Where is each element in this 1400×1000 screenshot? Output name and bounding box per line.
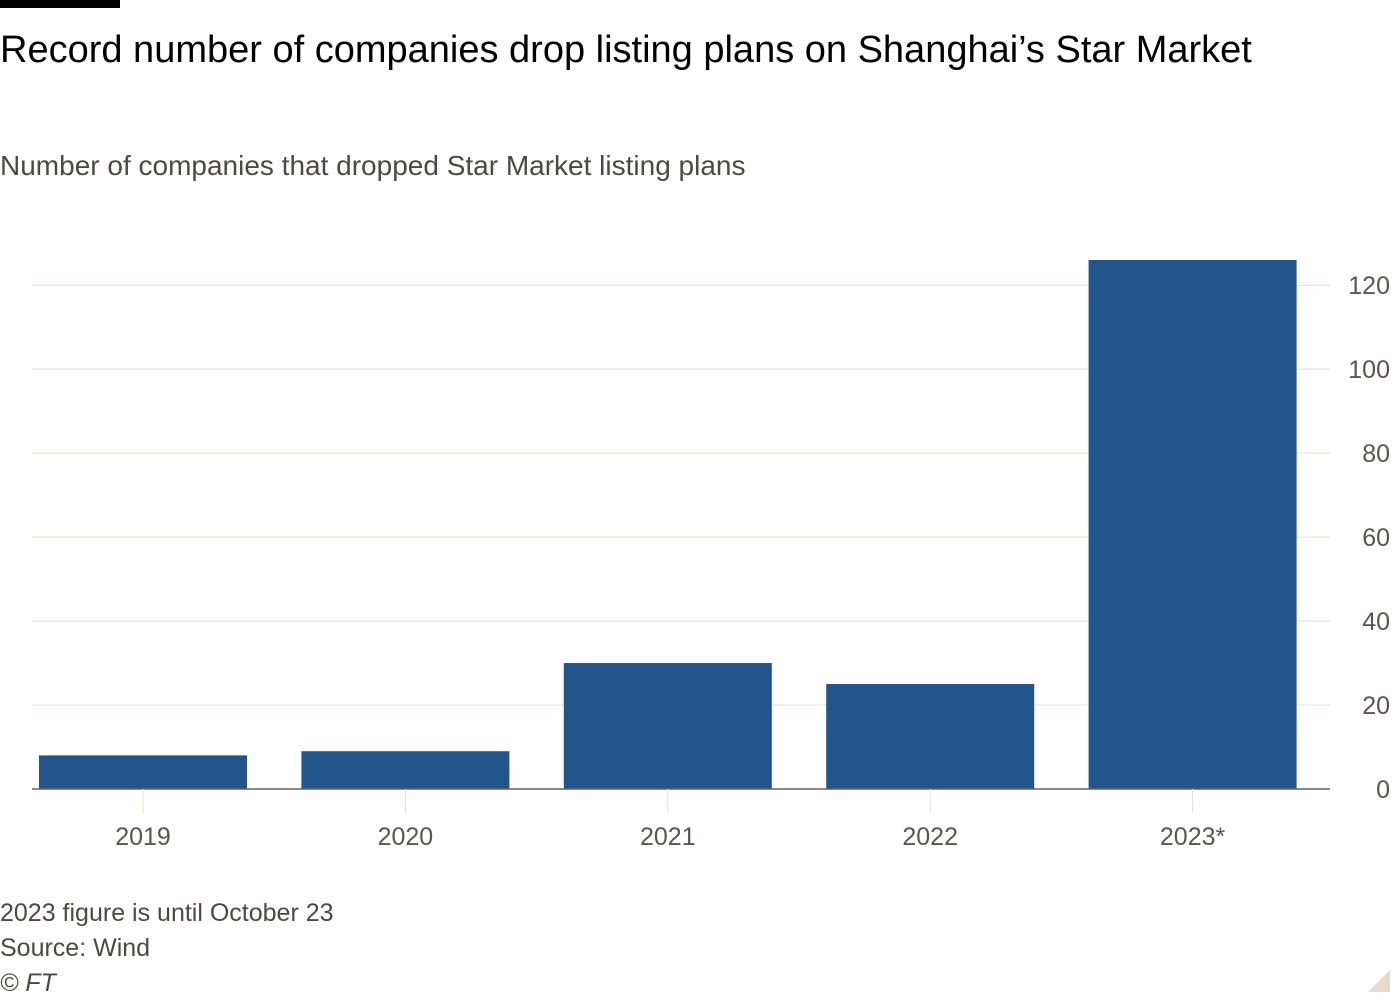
x-tick-label-2023: 2023* xyxy=(1160,823,1226,851)
x-tick-label-2019: 2019 xyxy=(115,823,171,851)
footnote: 2023 figure is until October 23 xyxy=(0,899,334,927)
source-note: Source: Wind xyxy=(0,934,151,962)
y-tick-label-0: 0 xyxy=(1376,776,1390,804)
y-tick-label-20: 20 xyxy=(1362,692,1390,720)
bars xyxy=(39,260,1297,789)
bar-2023 xyxy=(1088,260,1297,789)
copyright: © FT xyxy=(0,969,56,997)
x-tick-label-2022: 2022 xyxy=(902,823,958,851)
bar-2019 xyxy=(39,755,247,789)
chart-subtitle: Number of companies that dropped Star Ma… xyxy=(0,150,746,181)
bar-2022 xyxy=(826,684,1035,789)
y-tick-label-60: 60 xyxy=(1362,524,1390,552)
x-tick-label-2021: 2021 xyxy=(640,823,696,851)
x-tick-label-2020: 2020 xyxy=(378,823,434,851)
y-tick-label-100: 100 xyxy=(1348,356,1390,384)
x-axis-labels: 2019 2020 2021 2022 2023* xyxy=(115,823,1225,851)
y-axis-labels: 0 20 40 60 80 100 120 xyxy=(1348,272,1390,804)
corner-fold-icon xyxy=(1368,970,1390,992)
top-rule xyxy=(0,0,120,8)
bar-chart: 2019 2020 2021 2022 2023* 0 20 40 60 80 100 120 xyxy=(32,260,1390,851)
x-axis-ticks xyxy=(142,789,1194,813)
bar-2021 xyxy=(563,663,772,789)
chart-title: Record number of companies drop listing … xyxy=(0,29,1252,71)
y-tick-label-40: 40 xyxy=(1362,608,1390,636)
y-tick-label-80: 80 xyxy=(1362,440,1390,468)
y-tick-label-120: 120 xyxy=(1348,272,1390,300)
bar-2020 xyxy=(301,751,510,789)
